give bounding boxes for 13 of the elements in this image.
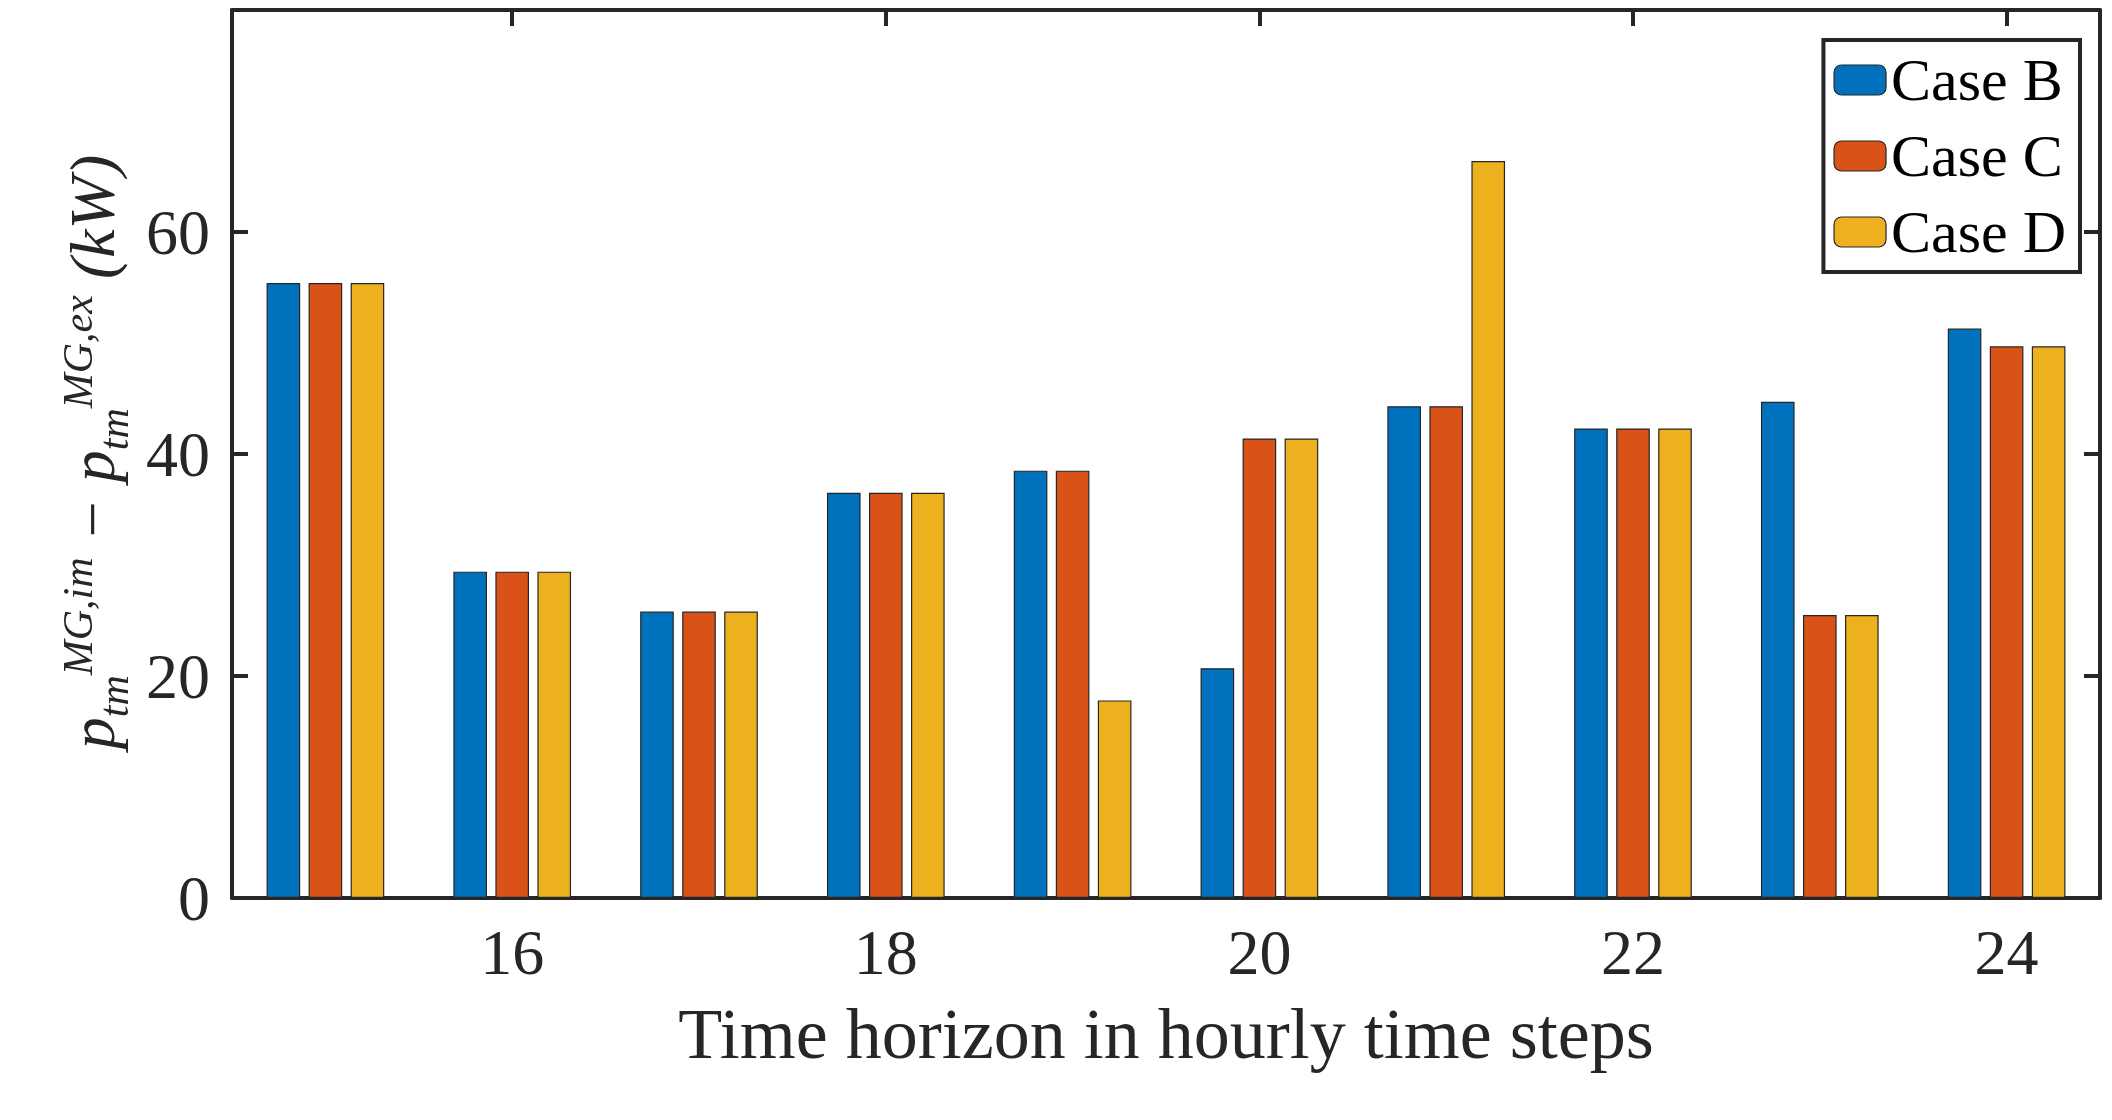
legend-label: Case D — [1891, 199, 2067, 265]
y-tick-label: 0 — [178, 862, 210, 934]
legend-label: Case C — [1891, 123, 2063, 189]
x-tick-label: 22 — [1601, 916, 1665, 988]
x-tick-label: 24 — [1974, 916, 2039, 988]
x-tick-label: 18 — [853, 916, 918, 988]
y-tick-label: 60 — [146, 196, 210, 268]
legend-label: Case B — [1891, 47, 2063, 113]
y-tick-label: 20 — [146, 640, 210, 712]
x-tick-label: 16 — [480, 916, 545, 988]
x-tick-label: 20 — [1227, 916, 1292, 988]
y-tick-label: 40 — [146, 418, 210, 490]
x-axis-title: Time horizon in hourly time steps — [678, 994, 1654, 1074]
